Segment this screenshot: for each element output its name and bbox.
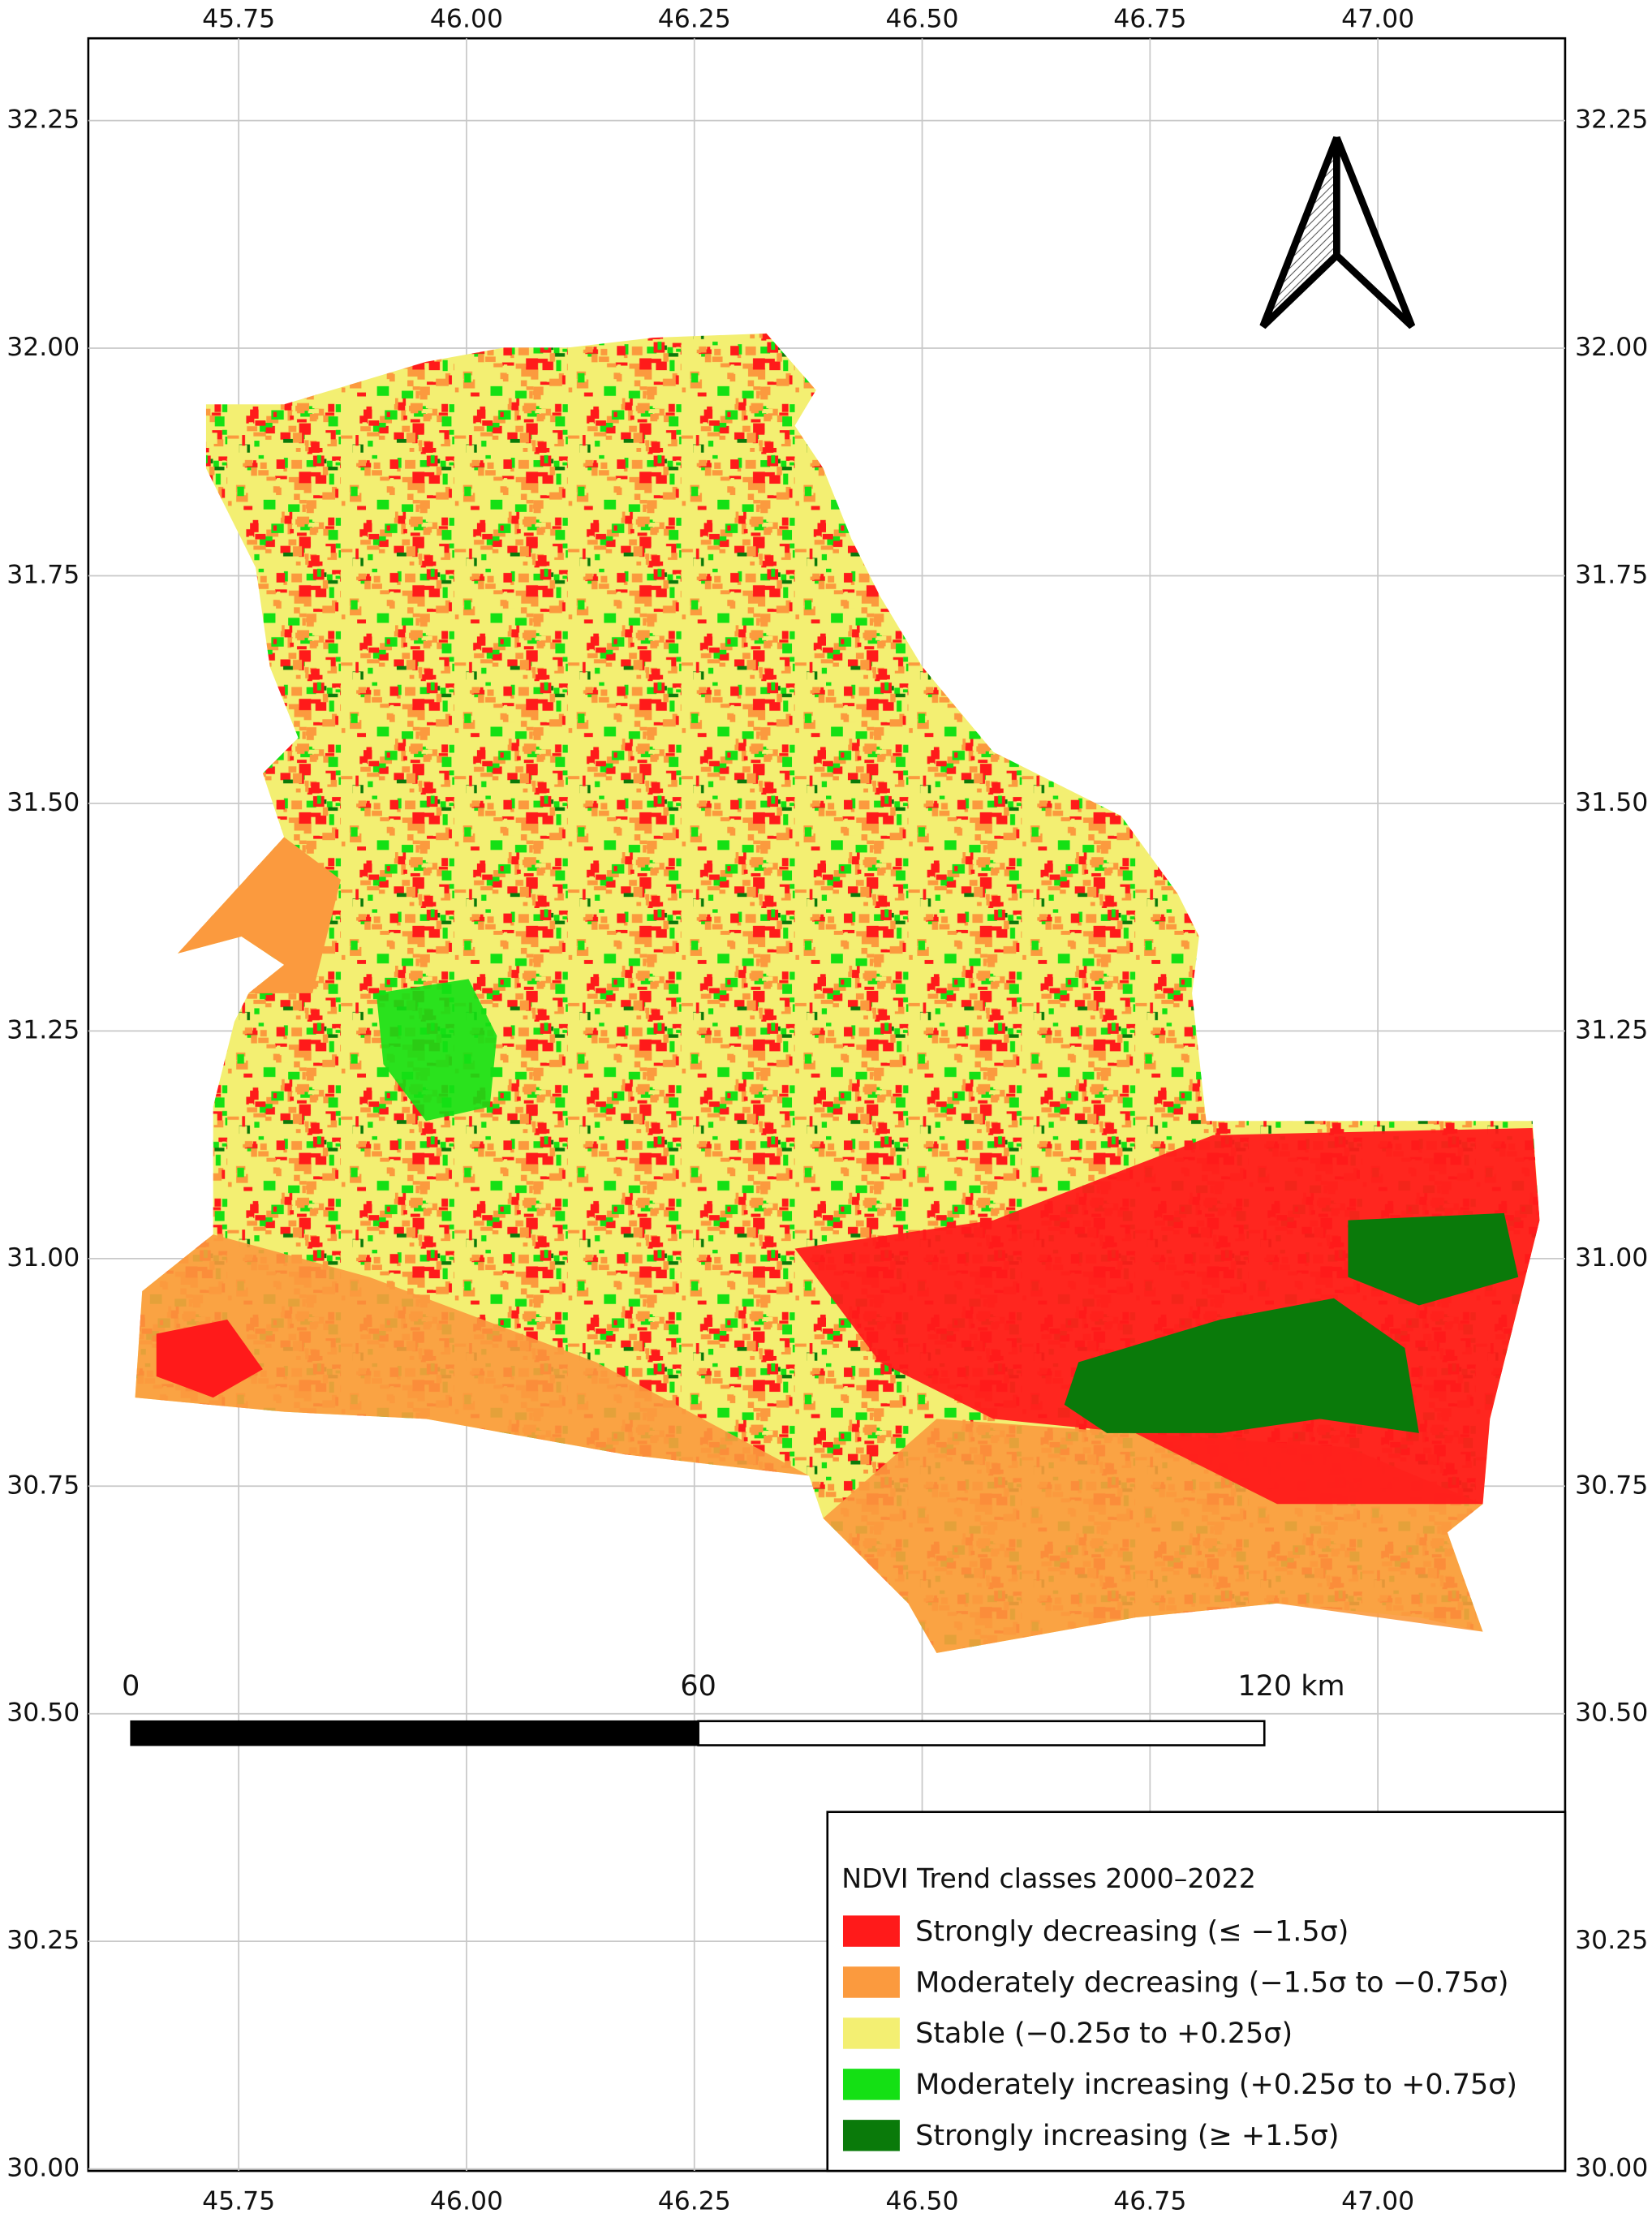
lon-label: 46.50 [885,4,958,33]
class-patch [177,837,342,993]
legend-title: NDVI Trend classes 2000–2022 [841,1862,1256,1894]
lat-label: 31.75 [6,561,80,590]
lat-label: 31.50 [6,788,80,817]
lat-label: 30.00 [1575,2154,1648,2183]
lon-label: 46.50 [885,2187,958,2216]
lat-label: 31.25 [1575,1015,1648,1044]
scale-label: 60 [680,1670,716,1703]
lon-label: 46.75 [1113,4,1186,33]
legend-label: Strongly increasing (≥ +1.5σ) [915,2120,1339,2152]
lat-label: 30.75 [6,1471,80,1500]
class-patch [156,1320,263,1398]
lon-label: 45.75 [202,4,275,33]
lat-label: 31.00 [6,1243,80,1272]
lon-label: 46.25 [658,2187,731,2216]
class-patch [376,979,497,1122]
lat-label: 30.00 [6,2154,80,2183]
lat-label: 31.25 [6,1015,80,1044]
class-patch [1348,1212,1519,1306]
legend-swatch [842,1966,900,1998]
class-patch [1064,1298,1419,1433]
lon-label: 46.00 [430,2187,503,2216]
lat-label: 30.25 [6,1926,80,1955]
lon-label: 47.00 [1341,4,1414,33]
lat-label: 31.75 [1575,561,1648,590]
lat-label: 31.00 [1575,1243,1648,1272]
lat-label: 32.00 [1575,333,1648,362]
lat-label: 32.25 [1575,106,1648,135]
legend-swatch [842,2069,900,2100]
scale-label: 120 km [1237,1670,1344,1703]
legend: NDVI Trend classes 2000–2022 Strongly de… [826,1811,1567,2172]
legend-label: Strongly decreasing (≤ −1.5σ) [915,1915,1349,1948]
lon-label: 46.75 [1113,2187,1186,2216]
lon-label: 46.25 [658,4,731,33]
legend-swatch [842,2017,900,2049]
lon-label: 46.00 [430,4,503,33]
lat-label: 30.75 [1575,1471,1648,1500]
legend-label: Moderately increasing (+0.25σ to +0.75σ) [915,2069,1517,2101]
north-arrow [1259,136,1416,329]
lat-label: 30.50 [6,1699,80,1728]
lat-label: 31.50 [1575,788,1648,817]
scale-label: 0 [122,1670,140,1703]
lat-label: 30.50 [1575,1699,1648,1728]
legend-label: Moderately decreasing (−1.5σ to −0.75σ) [915,1966,1508,1999]
lon-label: 47.00 [1341,2187,1414,2216]
lat-label: 30.25 [1575,1926,1648,1955]
lat-label: 32.25 [6,106,80,135]
legend-swatch [842,1915,900,1947]
class-patch [135,1234,810,1476]
legend-label: Stable (−0.25σ to +0.25σ) [915,2017,1293,2050]
study-area [135,333,1540,1653]
legend-swatch [842,2120,900,2151]
scale-bar: 0 60 120 km [122,1670,1345,1746]
lat-label: 32.00 [6,333,80,362]
lon-label: 45.75 [202,2187,275,2216]
